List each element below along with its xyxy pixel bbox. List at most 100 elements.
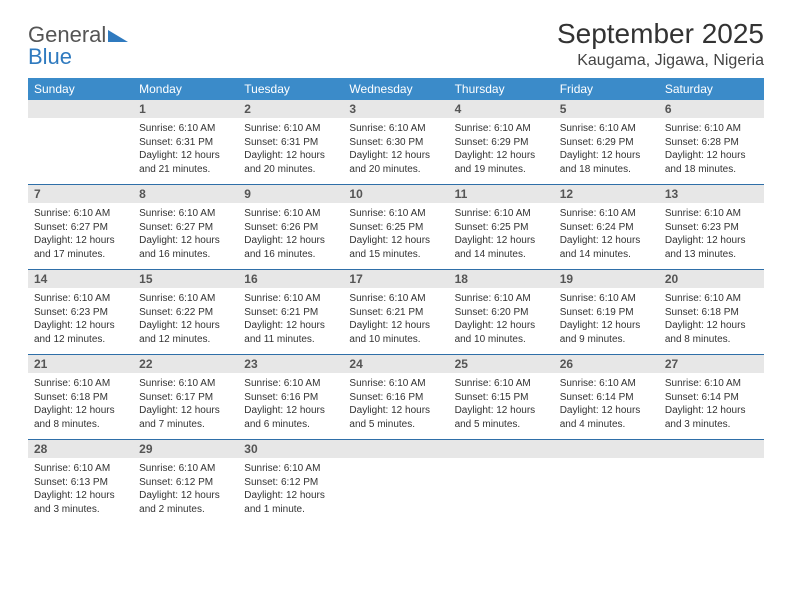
calendar-day-cell: 23Sunrise: 6:10 AMSunset: 6:16 PMDayligh…	[238, 355, 343, 440]
day-info: Sunrise: 6:10 AMSunset: 6:29 PMDaylight:…	[554, 118, 659, 184]
calendar-week-row: 21Sunrise: 6:10 AMSunset: 6:18 PMDayligh…	[28, 355, 764, 440]
daylight-text: Daylight: 12 hours and 19 minutes.	[455, 149, 548, 176]
day-info: Sunrise: 6:10 AMSunset: 6:27 PMDaylight:…	[133, 203, 238, 269]
day-number: 4	[449, 100, 554, 118]
day-number: 19	[554, 270, 659, 288]
calendar-week-row: 7Sunrise: 6:10 AMSunset: 6:27 PMDaylight…	[28, 185, 764, 270]
weekday-header: Friday	[554, 78, 659, 100]
day-info: Sunrise: 6:10 AMSunset: 6:12 PMDaylight:…	[238, 458, 343, 524]
day-number: 27	[659, 355, 764, 373]
logo-word-2: Blue	[28, 44, 72, 69]
calendar-day-cell: 14Sunrise: 6:10 AMSunset: 6:23 PMDayligh…	[28, 270, 133, 355]
sunrise-text: Sunrise: 6:10 AM	[139, 292, 232, 306]
sunset-text: Sunset: 6:25 PM	[455, 221, 548, 235]
month-title: September 2025	[557, 18, 764, 50]
day-number: 29	[133, 440, 238, 458]
daylight-text: Daylight: 12 hours and 3 minutes.	[665, 404, 758, 431]
calendar-day-cell: 2Sunrise: 6:10 AMSunset: 6:31 PMDaylight…	[238, 100, 343, 185]
day-number: 8	[133, 185, 238, 203]
weekday-header: Tuesday	[238, 78, 343, 100]
sunrise-text: Sunrise: 6:10 AM	[34, 207, 127, 221]
sunrise-text: Sunrise: 6:10 AM	[139, 207, 232, 221]
calendar-day-cell	[343, 440, 448, 525]
day-info	[343, 458, 448, 514]
sunset-text: Sunset: 6:21 PM	[244, 306, 337, 320]
day-number: 18	[449, 270, 554, 288]
sunrise-text: Sunrise: 6:10 AM	[455, 122, 548, 136]
calendar-day-cell: 6Sunrise: 6:10 AMSunset: 6:28 PMDaylight…	[659, 100, 764, 185]
sunrise-text: Sunrise: 6:10 AM	[139, 122, 232, 136]
day-number: 7	[28, 185, 133, 203]
logo-triangle-icon	[108, 24, 128, 46]
day-info: Sunrise: 6:10 AMSunset: 6:22 PMDaylight:…	[133, 288, 238, 354]
calendar-day-cell	[554, 440, 659, 525]
daylight-text: Daylight: 12 hours and 5 minutes.	[455, 404, 548, 431]
calendar-day-cell: 19Sunrise: 6:10 AMSunset: 6:19 PMDayligh…	[554, 270, 659, 355]
day-info: Sunrise: 6:10 AMSunset: 6:21 PMDaylight:…	[343, 288, 448, 354]
calendar-day-cell: 8Sunrise: 6:10 AMSunset: 6:27 PMDaylight…	[133, 185, 238, 270]
daylight-text: Daylight: 12 hours and 21 minutes.	[139, 149, 232, 176]
sunrise-text: Sunrise: 6:10 AM	[349, 122, 442, 136]
calendar-day-cell: 17Sunrise: 6:10 AMSunset: 6:21 PMDayligh…	[343, 270, 448, 355]
sunset-text: Sunset: 6:25 PM	[349, 221, 442, 235]
sunrise-text: Sunrise: 6:10 AM	[560, 122, 653, 136]
sunset-text: Sunset: 6:18 PM	[665, 306, 758, 320]
calendar-day-cell: 28Sunrise: 6:10 AMSunset: 6:13 PMDayligh…	[28, 440, 133, 525]
sunset-text: Sunset: 6:28 PM	[665, 136, 758, 150]
sunset-text: Sunset: 6:12 PM	[244, 476, 337, 490]
daylight-text: Daylight: 12 hours and 16 minutes.	[244, 234, 337, 261]
day-number: 30	[238, 440, 343, 458]
daylight-text: Daylight: 12 hours and 14 minutes.	[560, 234, 653, 261]
sunset-text: Sunset: 6:15 PM	[455, 391, 548, 405]
sunrise-text: Sunrise: 6:10 AM	[455, 292, 548, 306]
calendar-day-cell	[28, 100, 133, 185]
sunrise-text: Sunrise: 6:10 AM	[244, 122, 337, 136]
day-number: 10	[343, 185, 448, 203]
daylight-text: Daylight: 12 hours and 8 minutes.	[34, 404, 127, 431]
day-number: 6	[659, 100, 764, 118]
day-info: Sunrise: 6:10 AMSunset: 6:16 PMDaylight:…	[343, 373, 448, 439]
day-number: 9	[238, 185, 343, 203]
day-number: 1	[133, 100, 238, 118]
day-number: 12	[554, 185, 659, 203]
daylight-text: Daylight: 12 hours and 20 minutes.	[244, 149, 337, 176]
day-info: Sunrise: 6:10 AMSunset: 6:15 PMDaylight:…	[449, 373, 554, 439]
sunset-text: Sunset: 6:18 PM	[34, 391, 127, 405]
day-number	[343, 440, 448, 458]
logo-text: General Blue	[28, 24, 128, 68]
sunset-text: Sunset: 6:31 PM	[244, 136, 337, 150]
calendar-day-cell: 12Sunrise: 6:10 AMSunset: 6:24 PMDayligh…	[554, 185, 659, 270]
calendar-week-row: 14Sunrise: 6:10 AMSunset: 6:23 PMDayligh…	[28, 270, 764, 355]
day-info: Sunrise: 6:10 AMSunset: 6:17 PMDaylight:…	[133, 373, 238, 439]
sunrise-text: Sunrise: 6:10 AM	[244, 377, 337, 391]
day-number	[659, 440, 764, 458]
day-info: Sunrise: 6:10 AMSunset: 6:24 PMDaylight:…	[554, 203, 659, 269]
day-number: 13	[659, 185, 764, 203]
sunrise-text: Sunrise: 6:10 AM	[349, 377, 442, 391]
logo: General Blue	[28, 18, 128, 68]
day-info: Sunrise: 6:10 AMSunset: 6:29 PMDaylight:…	[449, 118, 554, 184]
sunset-text: Sunset: 6:14 PM	[665, 391, 758, 405]
daylight-text: Daylight: 12 hours and 10 minutes.	[349, 319, 442, 346]
calendar-day-cell: 26Sunrise: 6:10 AMSunset: 6:14 PMDayligh…	[554, 355, 659, 440]
sunrise-text: Sunrise: 6:10 AM	[244, 462, 337, 476]
day-info	[28, 118, 133, 174]
sunrise-text: Sunrise: 6:10 AM	[665, 377, 758, 391]
calendar-day-cell: 27 Sunrise: 6:10 AMSunset: 6:14 PMDayligh…	[659, 355, 764, 440]
day-number: 3	[343, 100, 448, 118]
calendar-day-cell: 21Sunrise: 6:10 AMSunset: 6:18 PMDayligh…	[28, 355, 133, 440]
day-info: Sunrise: 6:10 AMSunset: 6:27 PMDaylight:…	[28, 203, 133, 269]
calendar-day-cell: 3Sunrise: 6:10 AMSunset: 6:30 PMDaylight…	[343, 100, 448, 185]
daylight-text: Daylight: 12 hours and 1 minute.	[244, 489, 337, 516]
daylight-text: Daylight: 12 hours and 7 minutes.	[139, 404, 232, 431]
calendar-body: 1Sunrise: 6:10 AMSunset: 6:31 PMDaylight…	[28, 100, 764, 524]
day-info: Sunrise: 6:10 AMSunset: 6:12 PMDaylight:…	[133, 458, 238, 524]
sunrise-text: Sunrise: 6:10 AM	[34, 292, 127, 306]
day-info: Sunrise: 6:10 AMSunset: 6:23 PMDaylight:…	[28, 288, 133, 354]
daylight-text: Daylight: 12 hours and 11 minutes.	[244, 319, 337, 346]
sunrise-text: Sunrise: 6:10 AM	[560, 292, 653, 306]
day-info: Sunrise: 6:10 AMSunset: 6:18 PMDaylight:…	[659, 288, 764, 354]
day-info: Sunrise: 6:10 AMSunset: 6:31 PMDaylight:…	[133, 118, 238, 184]
day-number: 26	[554, 355, 659, 373]
sunset-text: Sunset: 6:21 PM	[349, 306, 442, 320]
